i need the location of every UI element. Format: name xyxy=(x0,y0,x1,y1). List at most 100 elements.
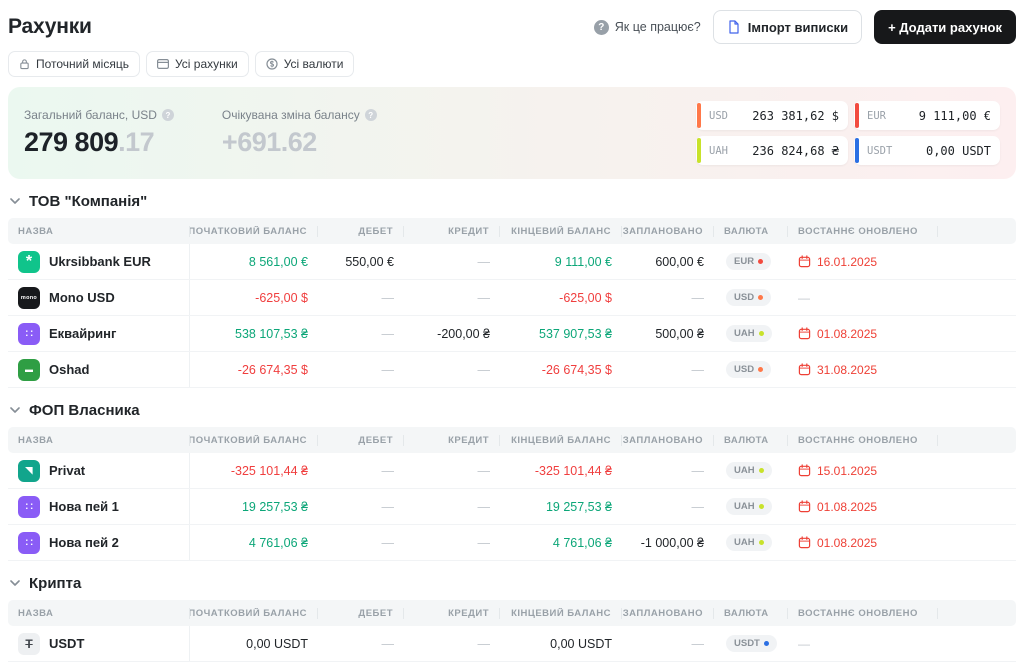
account-group-crypto: Крипта НАЗВА ПОЧАТКОВИЙ БАЛАНС ДЕБЕТ КРЕ… xyxy=(8,573,1016,662)
planned-cell: 500,00 ₴ xyxy=(655,326,704,341)
currency-card-uah[interactable]: UAH 236 824,68 ₴ xyxy=(696,136,848,165)
filter-all-accounts-label: Усі рахунки xyxy=(174,57,238,71)
currency-code: USDT xyxy=(734,638,760,649)
how-it-works-label: Як це працює? xyxy=(614,20,701,34)
group-title: Крипта xyxy=(29,574,82,592)
credit-cell: — xyxy=(477,254,491,269)
filter-all-accounts[interactable]: Усі рахунки xyxy=(145,51,249,77)
group-header[interactable]: ТОВ "Компанія" xyxy=(8,191,1016,211)
table-header-row: НАЗВА ПОЧАТКОВИЙ БАЛАНС ДЕБЕТ КРЕДИТ КІН… xyxy=(8,427,1016,453)
account-name-cell[interactable]: :: Нова пей 2 xyxy=(8,525,190,560)
account-name-cell[interactable]: mono Mono USD xyxy=(8,280,190,315)
add-account-button[interactable]: + Додати рахунок xyxy=(874,10,1016,44)
final-balance-cell: 9 111,00 € xyxy=(554,254,612,269)
debit-cell: — xyxy=(381,636,395,651)
initial-balance-cell: -625,00 $ xyxy=(255,290,308,305)
debit-cell: 550,00 € xyxy=(345,254,394,269)
col-header-planned: ЗАПЛАНОВАНО xyxy=(622,225,714,237)
account-name-cell[interactable]: :: Нова пей 1 xyxy=(8,489,190,524)
table-row[interactable]: :: Нова пей 2 4 761,06 ₴ — — 4 761,06 ₴ … xyxy=(8,525,1016,561)
filter-current-month[interactable]: Поточний місяць xyxy=(8,51,140,77)
currency-code: UAH xyxy=(734,537,755,548)
account-name-cell[interactable]: T USDT xyxy=(8,626,190,661)
total-balance-int: 279 809 xyxy=(24,127,119,157)
col-header-final-balance: КІНЦЕВИЙ БАЛАНС xyxy=(500,607,622,619)
currency-code: USD xyxy=(734,292,755,303)
credit-cell: — xyxy=(477,535,491,550)
col-header-debit: ДЕБЕТ xyxy=(318,607,404,619)
account-name: Еквайринг xyxy=(49,326,117,341)
col-header-initial-balance: ПОЧАТКОВИЙ БАЛАНС xyxy=(190,434,318,446)
card-accent-bar xyxy=(855,103,859,128)
last-updated-cell: 15.01.2025 xyxy=(788,464,938,478)
currency-code: USD xyxy=(734,364,755,375)
how-it-works-link[interactable]: ? Як це працює? xyxy=(593,19,701,35)
col-header-credit: КРЕДИТ xyxy=(404,434,500,446)
card-amount: 263 381,62 $ xyxy=(752,108,839,123)
page-title: Рахунки xyxy=(8,15,92,38)
currency-badge: EUR xyxy=(726,253,772,270)
currency-dot xyxy=(758,468,764,473)
table-row[interactable]: :: Еквайринг 538 107,53 ₴ — -200,00 ₴ 53… xyxy=(8,316,1016,352)
currency-card-usd[interactable]: USD 263 381,62 $ xyxy=(696,101,848,130)
chevron-down-icon xyxy=(10,580,20,586)
group-header[interactable]: Крипта xyxy=(8,573,1016,593)
currency-badge: USD xyxy=(726,289,772,306)
credit-cell: — xyxy=(477,499,491,514)
expected-change-frac: .62 xyxy=(280,127,318,157)
calendar-icon xyxy=(798,255,811,268)
account-name-cell[interactable]: * Ukrsibbank EUR xyxy=(8,244,190,279)
card-accent-bar xyxy=(855,138,859,163)
credit-cell: — xyxy=(477,290,491,305)
credit-cell: — xyxy=(477,636,491,651)
card-amount: 236 824,68 ₴ xyxy=(752,143,839,158)
table-row[interactable]: T USDT 0,00 USDT — — 0,00 USDT — USDT — xyxy=(8,626,1016,662)
table-row[interactable]: ◥ Privat -325 101,44 ₴ — — -325 101,44 ₴… xyxy=(8,453,1016,489)
total-balance-frac: .17 xyxy=(118,127,155,157)
currency-cell: USDT xyxy=(714,635,788,652)
info-icon[interactable]: ? xyxy=(161,109,174,121)
calendar-icon xyxy=(798,500,811,513)
currency-code: UAH xyxy=(734,328,755,339)
table-row[interactable]: :: Нова пей 1 19 257,53 ₴ — — 19 257,53 … xyxy=(8,489,1016,525)
table-row[interactable]: ▬ Oshad -26 674,35 $ — — -26 674,35 $ — … xyxy=(8,352,1016,388)
import-statement-button[interactable]: Імпорт виписки xyxy=(712,10,863,44)
currency-dot xyxy=(758,331,764,336)
account-name: Ukrsibbank EUR xyxy=(49,254,151,269)
account-name-cell[interactable]: :: Еквайринг xyxy=(8,316,190,351)
currency-card-eur[interactable]: EUR 9 111,00 € xyxy=(854,101,1000,130)
currency-badge: UAH xyxy=(726,325,772,342)
table-row[interactable]: * Ukrsibbank EUR 8 561,00 € 550,00 € — 9… xyxy=(8,244,1016,280)
oshad-logo-icon: ▬ xyxy=(18,358,40,381)
currency-card-usdt[interactable]: USDT 0,00 USDT xyxy=(854,136,1000,165)
account-name: Нова пей 1 xyxy=(49,499,119,514)
planned-cell: — xyxy=(691,290,705,305)
currency-badge: UAH xyxy=(726,462,772,479)
chevron-down-icon xyxy=(10,198,20,204)
filter-all-currencies[interactable]: Усі валюти xyxy=(254,51,355,77)
initial-balance-cell: 0,00 USDT xyxy=(246,636,308,651)
accounts-table: НАЗВА ПОЧАТКОВИЙ БАЛАНС ДЕБЕТ КРЕДИТ КІН… xyxy=(8,218,1016,388)
table-row[interactable]: mono Mono USD -625,00 $ — — -625,00 $ — … xyxy=(8,280,1016,316)
acquiring-logo-icon: :: xyxy=(18,322,40,345)
mono-logo-icon: mono xyxy=(18,286,40,309)
privat-logo-icon: ◥ xyxy=(18,459,40,482)
col-header-updated: ВОСТАННЄ ОНОВЛЕНО xyxy=(788,607,938,619)
currency-cell: UAH xyxy=(714,325,788,342)
col-header-updated: ВОСТАННЄ ОНОВЛЕНО xyxy=(788,434,938,446)
currency-dot xyxy=(763,641,769,646)
col-header-currency: ВАЛЮТА xyxy=(714,607,788,619)
col-header-spacer xyxy=(938,226,1016,237)
account-name-cell[interactable]: ▬ Oshad xyxy=(8,352,190,387)
balance-summary-panel: Загальний баланс, USD ? 279 809.17 Очіку… xyxy=(8,87,1016,179)
novapay-logo-icon: :: xyxy=(18,531,40,554)
total-balance-label: Загальний баланс, USD xyxy=(24,108,157,122)
usdt-logo-icon: T xyxy=(18,632,40,655)
col-header-final-balance: КІНЦЕВИЙ БАЛАНС xyxy=(500,434,622,446)
group-header[interactable]: ФОП Власника xyxy=(8,400,1016,420)
last-updated-cell: 01.08.2025 xyxy=(788,536,938,550)
initial-balance-cell: 8 561,00 € xyxy=(248,254,308,269)
account-name-cell[interactable]: ◥ Privat xyxy=(8,453,190,488)
info-icon[interactable]: ? xyxy=(364,109,377,121)
import-icon xyxy=(727,20,741,34)
